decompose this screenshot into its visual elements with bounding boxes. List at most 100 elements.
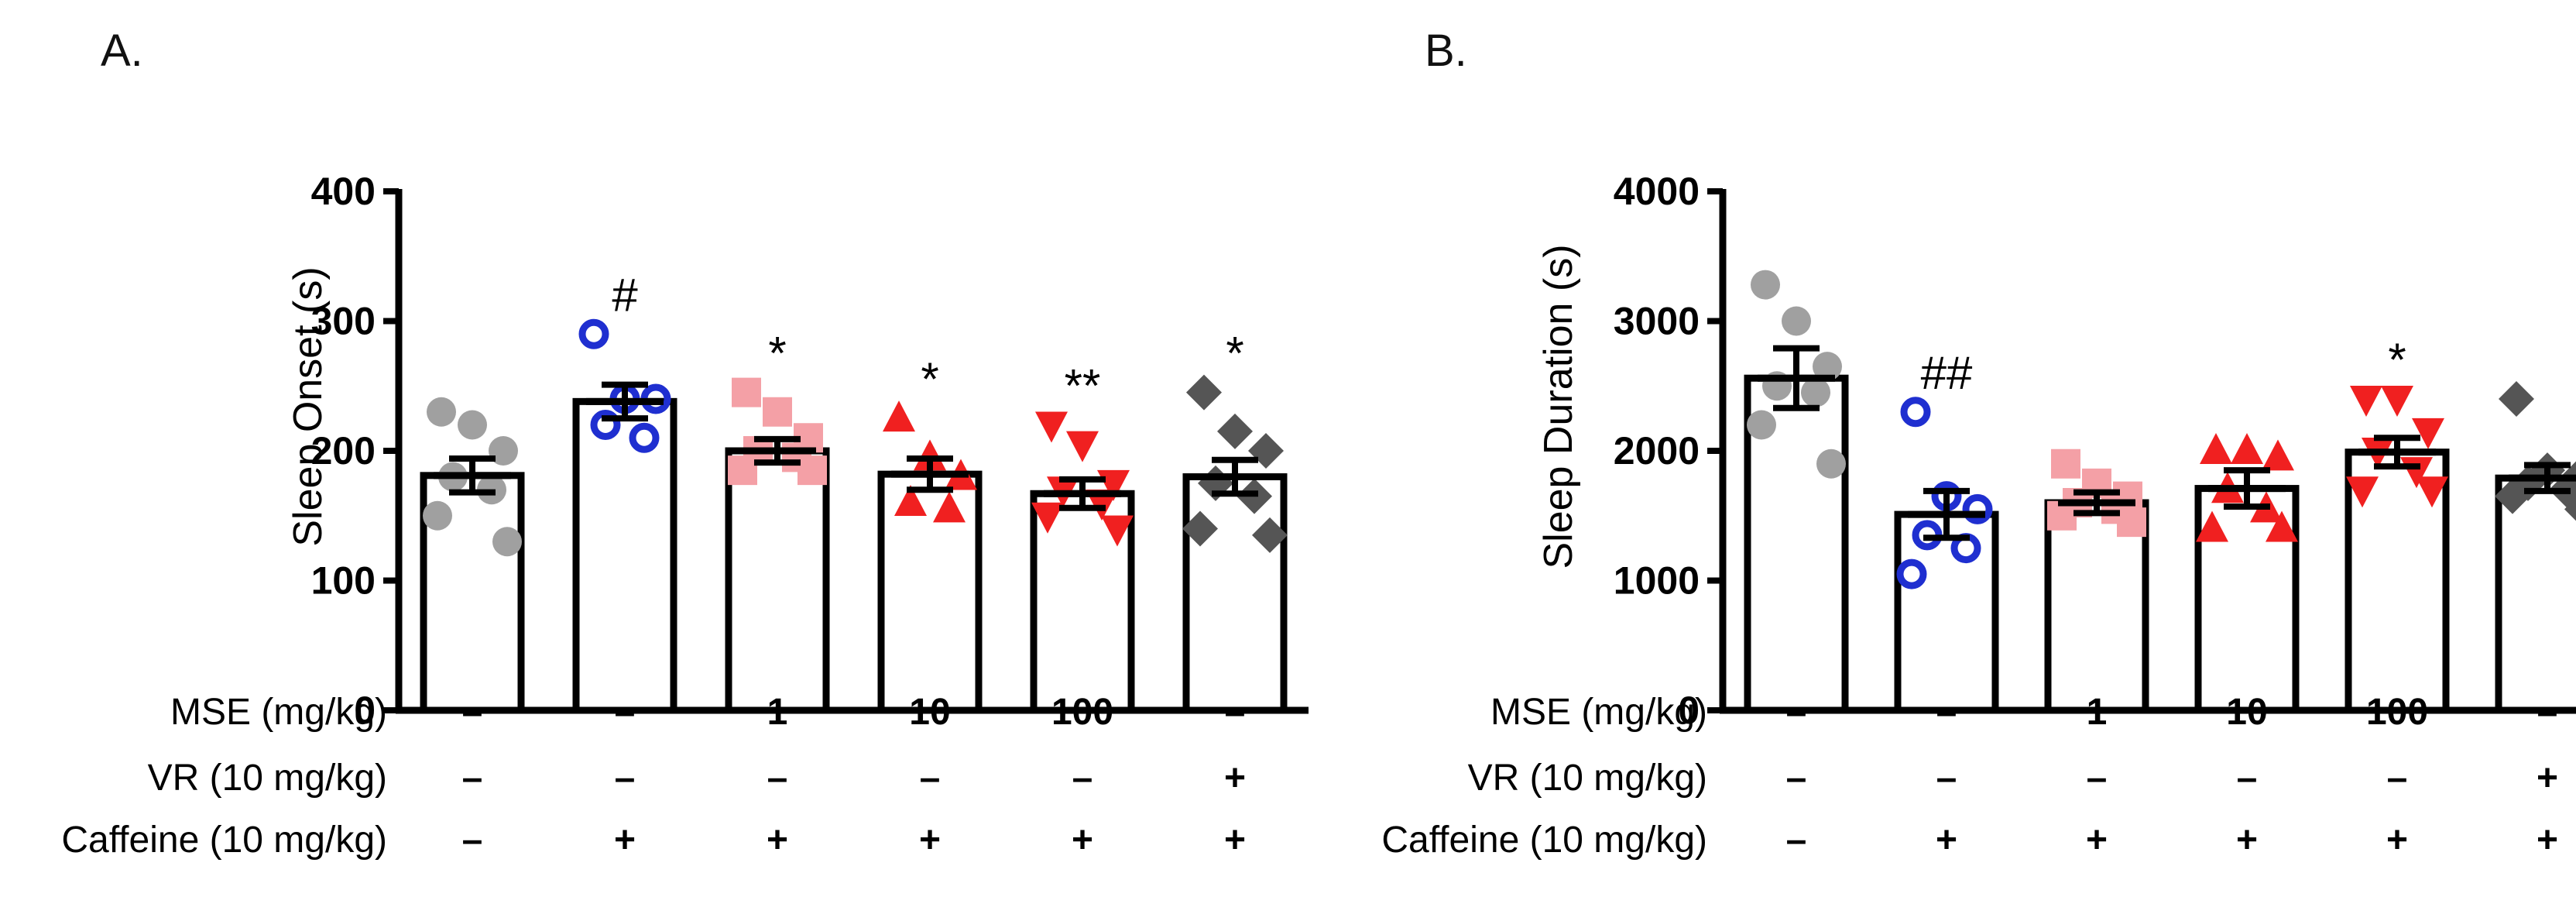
data-point <box>2262 439 2294 471</box>
table-cell: – <box>2237 758 2258 799</box>
data-point <box>590 410 621 440</box>
table-row-label: VR (10 mg/kg) <box>1468 758 1707 799</box>
table-cell: – <box>462 758 483 799</box>
data-point <box>1801 377 1830 407</box>
data-point <box>1066 431 1099 462</box>
data-point <box>1896 558 1927 589</box>
data-point <box>933 491 966 523</box>
table-cell: – <box>615 692 636 733</box>
panel-b-y-axis-title: Sleep Duration (s) <box>1536 244 1581 569</box>
panel-a-significance-marker: * <box>768 328 786 380</box>
data-point <box>2564 497 2576 521</box>
table-cell: – <box>920 758 941 799</box>
data-point <box>458 410 487 440</box>
data-point <box>1252 517 1288 553</box>
data-point <box>427 397 456 427</box>
data-point <box>2416 476 2448 508</box>
data-point <box>1962 493 1993 524</box>
table-cell: + <box>1072 820 1093 861</box>
panel-a-y-tick-labels: 0 100 200 300 400 <box>311 170 376 732</box>
panel-a-treatment-table: MSE (mg/kg) VR (10 mg/kg) Caffeine (10 m… <box>61 692 1246 861</box>
table-cell: – <box>1936 758 1957 799</box>
data-point <box>883 400 915 432</box>
table-cell: – <box>462 820 483 861</box>
table-cell: – <box>2387 758 2408 799</box>
panel-a-significance-marker: # <box>612 269 638 321</box>
data-point <box>914 439 946 471</box>
table-cell: – <box>767 758 788 799</box>
data-point <box>763 397 792 427</box>
bar <box>2495 474 2576 714</box>
data-point <box>2499 381 2534 417</box>
bar <box>877 470 983 714</box>
table-cell: + <box>919 820 941 861</box>
data-point <box>1813 352 1842 382</box>
panel-b-significance-labels: ## * <box>1921 334 2406 399</box>
data-point <box>2117 507 2146 538</box>
bar <box>1894 510 1999 714</box>
data-point <box>2196 510 2228 542</box>
data-point <box>423 500 452 531</box>
data-point <box>1031 502 1064 534</box>
data-point <box>1186 374 1222 411</box>
table-row-label: Caffeine (10 mg/kg) <box>1381 820 1707 861</box>
table-cell: – <box>2537 692 2558 733</box>
data-point <box>578 318 609 349</box>
table-row-label: MSE (mg/kg) <box>1490 692 1707 733</box>
data-point <box>2350 386 2382 417</box>
bar <box>572 397 677 714</box>
data-point <box>1751 270 1780 300</box>
table-row-label: Caffeine (10 mg/kg) <box>61 820 387 861</box>
table-cell: 10 <box>2226 692 2267 733</box>
table-cell: + <box>2386 820 2408 861</box>
table-cell: 1 <box>767 692 788 733</box>
table-cell: – <box>462 692 483 733</box>
table-row-label: MSE (mg/kg) <box>170 692 387 733</box>
panel-b-letter: B. <box>1425 26 1467 76</box>
table-cell: + <box>1224 758 1246 799</box>
panel-a-significance-marker: ** <box>1065 360 1101 412</box>
panel-b-y-tick-label: 4000 <box>1614 170 1700 213</box>
data-point <box>489 436 518 466</box>
data-point <box>2051 448 2080 479</box>
table-cell: 10 <box>909 692 950 733</box>
data-point <box>728 455 757 486</box>
table-cell: 100 <box>2366 692 2428 733</box>
table-cell: + <box>1936 820 1957 861</box>
table-cell: – <box>1786 758 1807 799</box>
panel-b-y-tick-label: 2000 <box>1614 429 1700 473</box>
panel-b-y-tick-label: 3000 <box>1614 300 1700 343</box>
panel-a-marks <box>383 188 1309 714</box>
panel-a-significance-marker: * <box>921 353 938 405</box>
table-cell: – <box>1786 692 1807 733</box>
panel-b: B. Sleep Duration (s) 0 1000 2000 3000 4… <box>1425 26 2576 732</box>
table-cell: – <box>2087 758 2108 799</box>
data-point <box>1217 413 1253 449</box>
panel-b-y-tick-labels: 0 1000 2000 3000 4000 <box>1614 170 1700 732</box>
panel-a-y-axis-title: Sleep Onset (s) <box>286 266 331 546</box>
data-point <box>1747 410 1776 440</box>
data-point <box>629 422 660 453</box>
panel-a-y-tick-label: 300 <box>311 300 376 343</box>
table-cell: – <box>1936 692 1957 733</box>
data-point <box>2200 433 2232 464</box>
panel-a-significance-marker: * <box>1226 328 1243 380</box>
panel-a-y-tick-label: 200 <box>311 429 376 473</box>
data-point <box>1816 448 1846 479</box>
table-cell: + <box>2537 758 2558 799</box>
data-point <box>1900 397 1931 428</box>
data-point <box>2231 433 2263 464</box>
table-cell: + <box>2537 820 2558 861</box>
data-point <box>2412 418 2444 449</box>
table-cell: + <box>2086 820 2108 861</box>
panel-b-significance-marker: * <box>2388 334 2406 386</box>
data-point <box>894 485 927 516</box>
table-cell: + <box>2236 820 2258 861</box>
data-point <box>1182 510 1218 547</box>
data-point <box>2266 510 2298 542</box>
data-point <box>2495 478 2530 514</box>
panel-a-y-tick-label: 100 <box>311 559 376 603</box>
panel-a: A. Sleep Onset (s) 0 100 200 300 400 # *… <box>101 26 1309 732</box>
table-cell: + <box>614 820 636 861</box>
